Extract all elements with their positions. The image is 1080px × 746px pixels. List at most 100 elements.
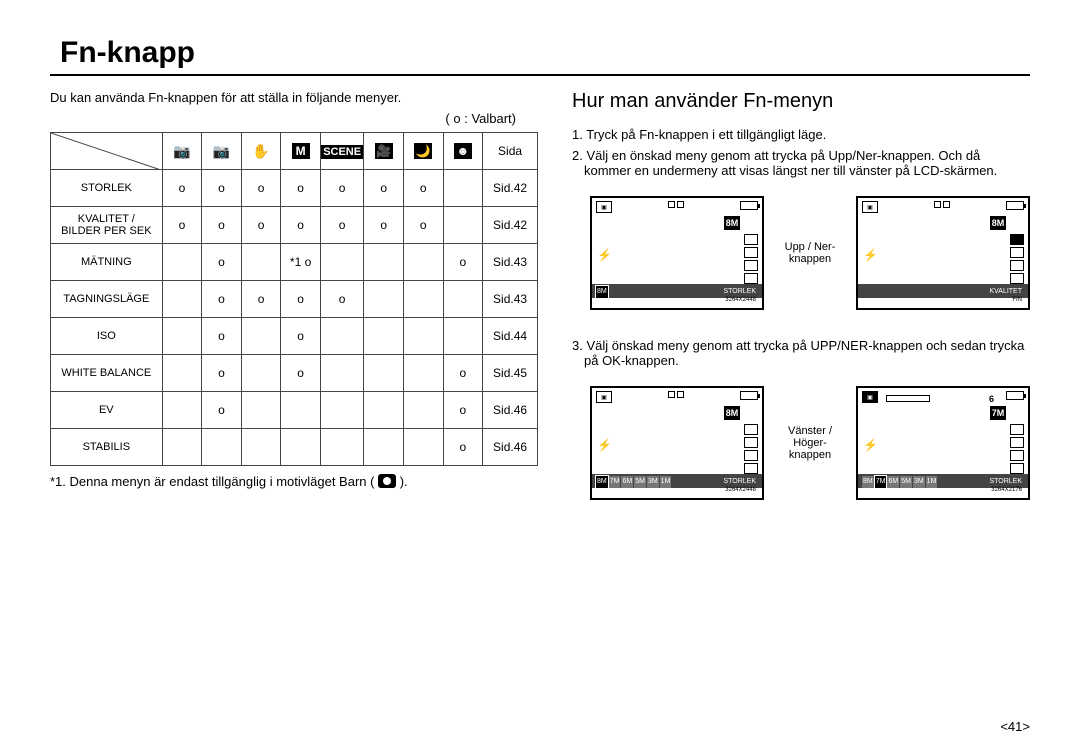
diagram-row-2: ▣ 8M ⚡ STORLEK 8M 7M 6M 5M 3M 1M 3264X24… [590, 386, 1030, 500]
flash-icon: ⚡ [863, 248, 878, 262]
lcd-progress-bar [886, 395, 930, 402]
lcd-number: 6 [989, 394, 994, 404]
availability-cell [241, 355, 281, 392]
availability-cell [162, 355, 202, 392]
availability-cell: o [281, 355, 321, 392]
row-label: WHITE BALANCE [51, 355, 163, 392]
availability-cell: o [320, 281, 364, 318]
availability-cell [202, 429, 242, 466]
row-label: STORLEK [51, 170, 163, 207]
page-ref: Sid.44 [483, 318, 538, 355]
page-ref: Sid.45 [483, 355, 538, 392]
availability-cell: o [364, 170, 404, 207]
page-ref: Sid.42 [483, 170, 538, 207]
availability-cell [241, 318, 281, 355]
step-1: 1. Tryck på Fn-knappen i ett tillgänglig… [572, 127, 1030, 142]
lcd-size-badge: 8M [990, 216, 1006, 230]
table-row: TAGNINGSLÄGEooooSid.43 [51, 281, 538, 318]
step-2: 2. Välj en önskad meny genom att trycka … [572, 148, 1030, 178]
availability-cell [320, 429, 364, 466]
mode-movie: 🎥 [364, 133, 404, 170]
lcd-camera-icon: ▣ [862, 201, 878, 213]
availability-cell [364, 392, 404, 429]
availability-cell [320, 318, 364, 355]
availability-cell [403, 281, 443, 318]
camera-icon: 📷 [173, 143, 190, 159]
availability-cell [364, 244, 404, 281]
availability-cell [281, 429, 321, 466]
availability-cell [162, 281, 202, 318]
availability-cell [162, 429, 202, 466]
fn-settings-table: 📷 📷 ✋ M SCENE 🎥 🌙 ☻ Sida STORLEKoooooooS… [50, 132, 538, 466]
availability-cell [162, 244, 202, 281]
availability-cell [320, 392, 364, 429]
availability-cell: o [443, 429, 483, 466]
page-header: Sida [483, 133, 538, 170]
availability-cell: o [443, 244, 483, 281]
left-column: Du kan använda Fn-knappen för att ställa… [50, 90, 538, 528]
lcd-camera-icon: ▣ [596, 201, 612, 213]
scene-icon: SCENE [321, 145, 363, 159]
lcd-quality: FIN [858, 296, 1028, 312]
availability-cell [281, 392, 321, 429]
section-heading: Hur man använder Fn-menyn [572, 90, 1030, 113]
footnote: *1. Denna menyn är endast tillgänglig i … [50, 474, 538, 489]
availability-cell: o [320, 207, 364, 244]
content-columns: Du kan använda Fn-knappen för att ställa… [50, 90, 1030, 528]
camera-p-icon: 📷 [213, 143, 230, 159]
child-icon: ☻ [454, 143, 472, 159]
availability-cell: o [202, 207, 242, 244]
availability-cell [241, 429, 281, 466]
availability-cell: o [281, 318, 321, 355]
page-title: Fn-knapp [50, 36, 1030, 76]
mode-night: 🌙 [403, 133, 443, 170]
availability-cell: o [202, 355, 242, 392]
legend-sym: o [453, 111, 460, 126]
page-ref: Sid.43 [483, 244, 538, 281]
availability-cell [403, 244, 443, 281]
table-row: STABILISoSid.46 [51, 429, 538, 466]
availability-cell: o [281, 170, 321, 207]
availability-cell: o [403, 170, 443, 207]
legend: ( o : Valbart) [50, 111, 538, 126]
flash-icon: ⚡ [597, 438, 612, 452]
battery-icon [1006, 201, 1024, 210]
step-3: 3. Välj önskad meny genom att trycka på … [572, 338, 1030, 368]
battery-icon [1006, 391, 1024, 400]
availability-cell [241, 244, 281, 281]
availability-cell: o [443, 355, 483, 392]
availability-cell: o [202, 244, 242, 281]
availability-cell: o [162, 207, 202, 244]
m-icon: M [292, 143, 310, 159]
availability-cell [403, 392, 443, 429]
lcd-top-icons [668, 391, 684, 403]
availability-cell: o [202, 170, 242, 207]
battery-icon [740, 201, 758, 210]
availability-cell [403, 355, 443, 392]
availability-cell: o [202, 318, 242, 355]
row-label: EV [51, 392, 163, 429]
availability-cell [320, 244, 364, 281]
diagram-row-1: ▣ 8M ⚡ STORLEK 8M 3264X2448 Upp / Ner-kn… [590, 196, 1030, 310]
row-label: MÄTNING [51, 244, 163, 281]
lcd-screen-3: ▣ 8M ⚡ STORLEK 8M 7M 6M 5M 3M 1M 3264X24… [590, 386, 764, 500]
legend-suf: : Valbart) [461, 111, 516, 126]
page-ref: Sid.43 [483, 281, 538, 318]
caption-1: Upp / Ner-knappen [780, 241, 840, 265]
lcd-size-badge: 8M [724, 216, 740, 230]
availability-cell: *1 o [281, 244, 321, 281]
lcd-screen-1: ▣ 8M ⚡ STORLEK 8M 3264X2448 [590, 196, 764, 310]
availability-cell [320, 355, 364, 392]
row-label: ISO [51, 318, 163, 355]
diagonal-cell [51, 133, 163, 170]
availability-cell: o [202, 281, 242, 318]
mode-child: ☻ [443, 133, 483, 170]
lcd-resolution: 3264X2176 [858, 486, 1028, 502]
availability-cell: o [403, 207, 443, 244]
lcd-screen-4: ▣ 6 7M ⚡ STORLEK 8M 7M 6M 5M 3M 1M 3264X… [856, 386, 1030, 500]
availability-cell [443, 207, 483, 244]
table-row: ISO o o Sid.44 [51, 318, 538, 355]
table-row: EVooSid.46 [51, 392, 538, 429]
availability-cell [443, 170, 483, 207]
row-label: STABILIS [51, 429, 163, 466]
